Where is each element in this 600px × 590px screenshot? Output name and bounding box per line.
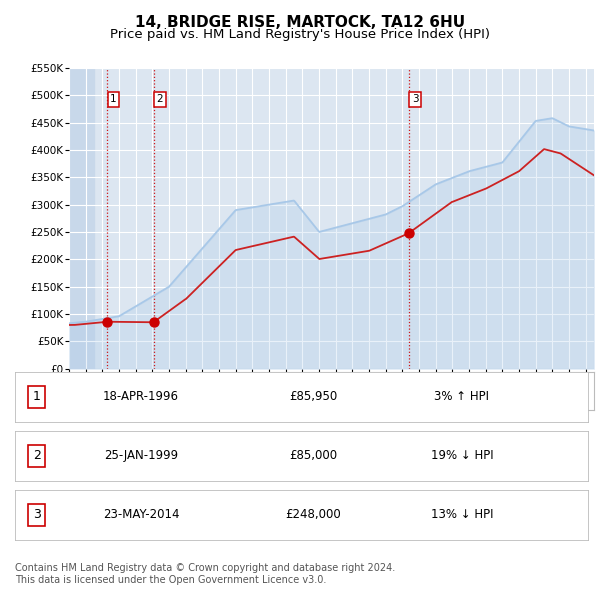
Text: Contains HM Land Registry data © Crown copyright and database right 2024.
This d: Contains HM Land Registry data © Crown c… bbox=[15, 563, 395, 585]
Text: 2: 2 bbox=[157, 94, 163, 104]
Text: 14, BRIDGE RISE, MARTOCK, TA12 6HU: 14, BRIDGE RISE, MARTOCK, TA12 6HU bbox=[135, 15, 465, 30]
Text: Price paid vs. HM Land Registry's House Price Index (HPI): Price paid vs. HM Land Registry's House … bbox=[110, 28, 490, 41]
Text: £248,000: £248,000 bbox=[285, 508, 341, 522]
Text: 3: 3 bbox=[412, 94, 418, 104]
Text: 23-MAY-2014: 23-MAY-2014 bbox=[103, 508, 179, 522]
Text: 3% ↑ HPI: 3% ↑ HPI bbox=[434, 390, 490, 404]
Text: 13% ↓ HPI: 13% ↓ HPI bbox=[431, 508, 493, 522]
Text: 25-JAN-1999: 25-JAN-1999 bbox=[104, 449, 178, 463]
Text: 3: 3 bbox=[33, 508, 41, 522]
Text: 19% ↓ HPI: 19% ↓ HPI bbox=[431, 449, 493, 463]
Text: 14, BRIDGE RISE, MARTOCK, TA12 6HU (detached house): 14, BRIDGE RISE, MARTOCK, TA12 6HU (deta… bbox=[113, 376, 449, 389]
Text: £85,000: £85,000 bbox=[289, 449, 337, 463]
Bar bbox=[69, 68, 94, 369]
Text: HPI: Average price, detached house, Somerset: HPI: Average price, detached house, Some… bbox=[113, 393, 388, 406]
Bar bbox=[69, 68, 94, 369]
Text: £85,950: £85,950 bbox=[289, 390, 337, 404]
Text: 1: 1 bbox=[33, 390, 41, 404]
Text: 2: 2 bbox=[33, 449, 41, 463]
Text: 1: 1 bbox=[110, 94, 117, 104]
Text: 18-APR-1996: 18-APR-1996 bbox=[103, 390, 179, 404]
